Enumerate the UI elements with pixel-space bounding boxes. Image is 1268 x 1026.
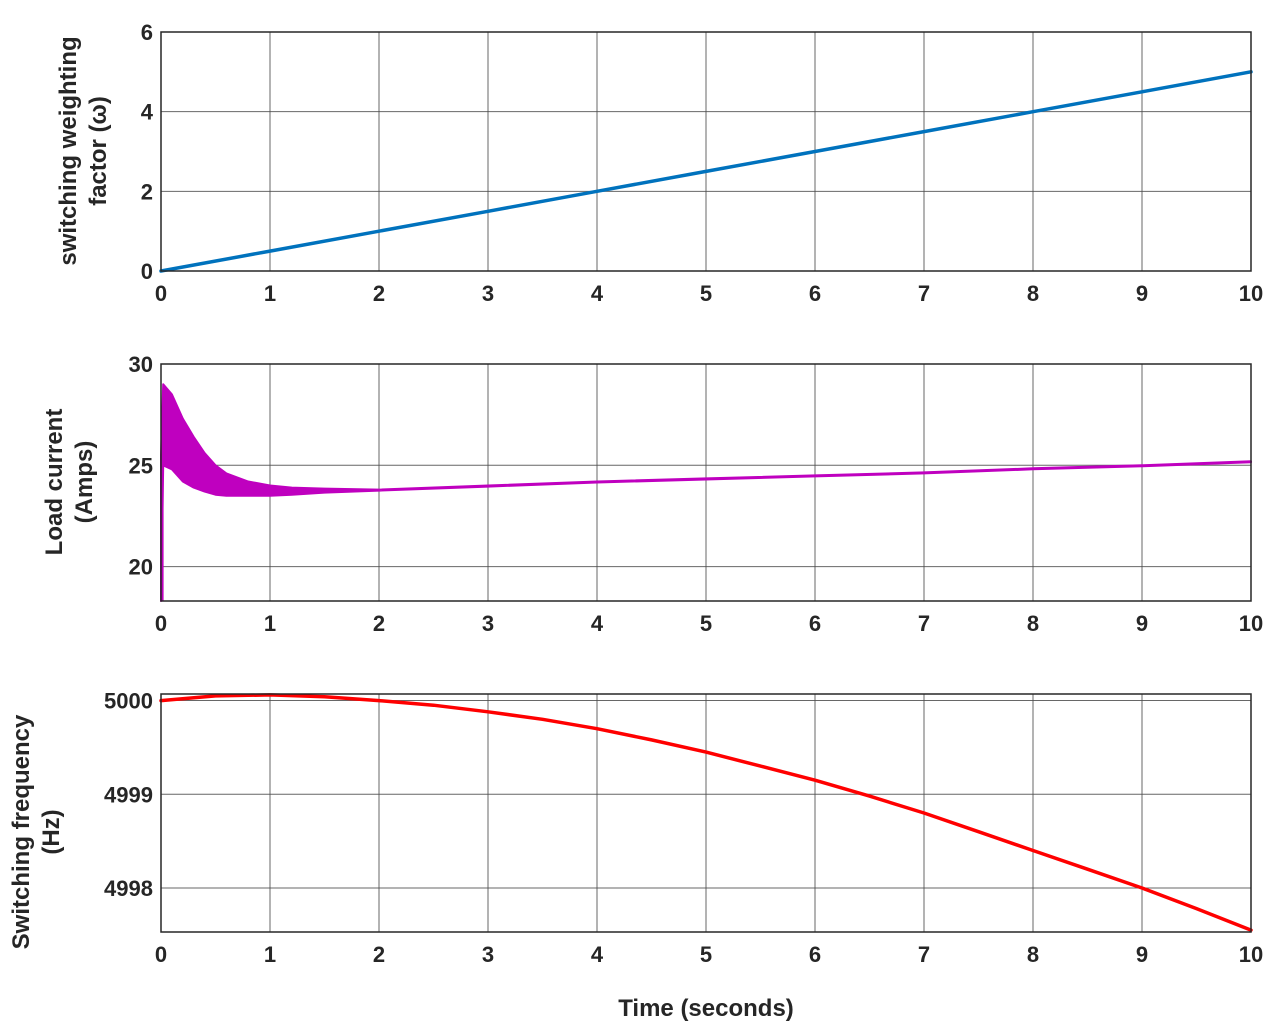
y-tick-label: 6 [141, 20, 153, 45]
x-tick-label: 1 [264, 281, 276, 306]
ylabel-panel2-line1: Load current [41, 409, 68, 556]
x-tick-label: 5 [700, 281, 712, 306]
weighting-factor-line [159, 70, 1253, 273]
y-tick-label: 2 [141, 179, 153, 204]
x-tick-label: 9 [1136, 942, 1148, 967]
x-tick-label: 5 [700, 942, 712, 967]
y-tick-label: 4 [141, 100, 154, 125]
x-tick-label: 0 [155, 611, 167, 636]
x-tick-label: 2 [373, 942, 385, 967]
ylabel-panel3-line1: Switching frequency [8, 714, 35, 949]
x-tick-label: 10 [1239, 611, 1263, 636]
x-tick-label: 0 [155, 942, 167, 967]
y-tick-label: 0 [141, 259, 153, 284]
y-tick-label: 4999 [104, 782, 153, 807]
x-tick-label: 7 [918, 611, 930, 636]
x-tick-label: 10 [1239, 281, 1263, 306]
x-tick-label: 1 [264, 611, 276, 636]
y-tick-label: 30 [129, 352, 153, 377]
switching-frequency-line [159, 693, 1253, 932]
ylabel-panel2-line2: (Amps) [71, 441, 98, 524]
x-tick-label: 6 [809, 611, 821, 636]
x-tick-label: 10 [1239, 942, 1263, 967]
x-tick-label: 6 [809, 281, 821, 306]
x-tick-label: 3 [482, 942, 494, 967]
x-tick-label: 1 [264, 942, 276, 967]
x-tick-label: 2 [373, 281, 385, 306]
axes-frame [160, 693, 1252, 933]
ylabel-panel3-line2: (Hz) [38, 809, 65, 854]
xlabel: Time (seconds) [618, 995, 794, 1022]
x-tick-label: 4 [591, 281, 604, 306]
x-tick-label: 6 [809, 942, 821, 967]
x-tick-label: 9 [1136, 611, 1148, 636]
x-tick-label: 5 [700, 611, 712, 636]
x-tick-label: 0 [155, 281, 167, 306]
y-tick-label: 20 [129, 555, 153, 580]
y-tick-label: 4998 [104, 876, 153, 901]
x-tick-label: 4 [591, 611, 604, 636]
panel-switching-frequency: 0 1 2 3 4 5 6 7 8 9 10 4998 4999 5000 [104, 689, 1263, 967]
x-tick-label: 7 [918, 281, 930, 306]
panel-load-current: 0 1 2 3 4 5 6 7 8 9 10 20 25 30 [129, 352, 1264, 636]
x-tick-label: 8 [1027, 611, 1039, 636]
x-tick-label: 3 [482, 611, 494, 636]
x-tick-label: 9 [1136, 281, 1148, 306]
ylabel-panel1-line1: switching weighting [55, 36, 82, 265]
x-tick-label: 8 [1027, 281, 1039, 306]
x-tick-label: 8 [1027, 942, 1039, 967]
axes-frame [160, 31, 1252, 272]
x-tick-label: 2 [373, 611, 385, 636]
x-tick-label: 7 [918, 942, 930, 967]
panel-weighting-factor: 0 1 2 3 4 5 6 7 8 9 10 0 2 4 6 [141, 20, 1263, 306]
ylabel-panel1-line2: factor (ω) [85, 96, 112, 206]
x-tick-label: 4 [591, 942, 604, 967]
y-tick-label: 5000 [104, 689, 153, 714]
axes-frame [160, 363, 1252, 602]
y-tick-label: 25 [129, 453, 153, 478]
x-tick-label: 3 [482, 281, 494, 306]
